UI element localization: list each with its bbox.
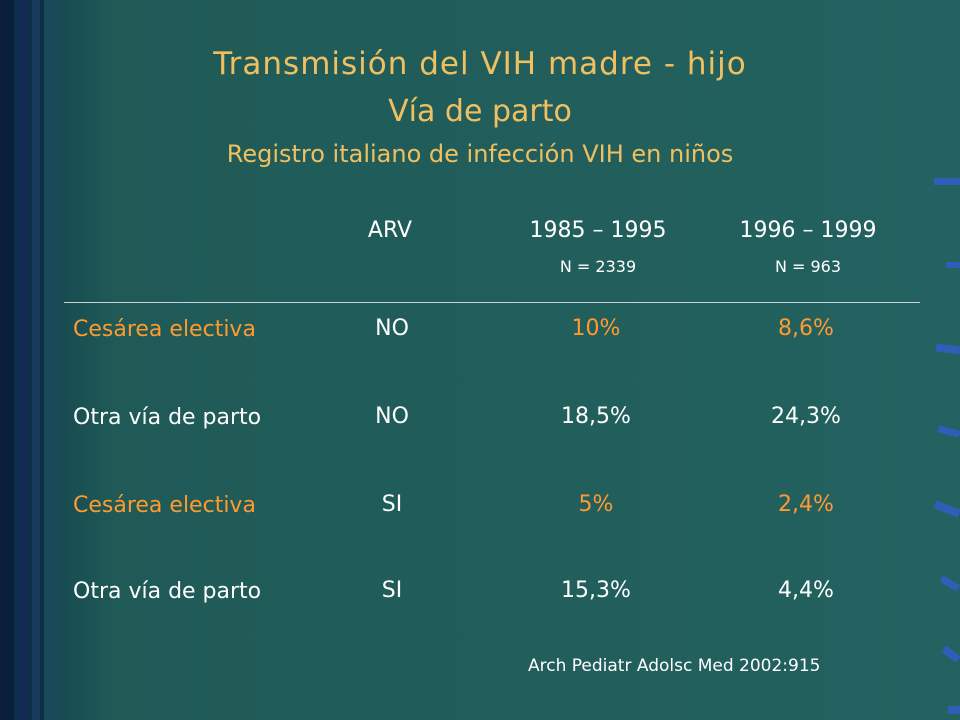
table-row-label: Otra vía de parto xyxy=(73,579,262,604)
table-cell-1996-1999: 4,4% xyxy=(778,578,834,603)
right-decorative-marks xyxy=(933,178,960,714)
left-decorative-stripes xyxy=(0,0,60,720)
table-cell-arv: NO xyxy=(375,404,409,429)
table-cell-1985-1995: 5% xyxy=(578,492,614,517)
slide-title-line2: Vía de parto xyxy=(388,94,572,129)
header-period2-n: N = 963 xyxy=(774,257,842,276)
table-cell-1996-1999: 2,4% xyxy=(778,492,834,517)
table-cell-arv: SI xyxy=(381,492,403,517)
table-cell-1996-1999: 24,3% xyxy=(771,404,841,429)
table-cell-1985-1995: 10% xyxy=(571,316,621,341)
table-cell-1996-1999: 8,6% xyxy=(778,316,834,341)
header-arv: ARV xyxy=(340,218,440,243)
header-period1-label: 1985 – 1995 xyxy=(529,218,667,243)
header-period2-label: 1996 – 1999 xyxy=(739,218,877,243)
table-cell-1985-1995: 15,3% xyxy=(561,578,631,603)
table-row-label: Cesárea electiva xyxy=(73,317,256,342)
table-cell-arv: NO xyxy=(375,316,409,341)
table-cell-arv: SI xyxy=(381,578,403,603)
header-period-1996-1999: 1996 – 1999 N = 963 xyxy=(708,218,908,276)
header-period1-n: N = 2339 xyxy=(559,257,637,276)
citation: Arch Pediatr Adolsc Med 2002:915 xyxy=(528,656,821,676)
slide-subtitle: Registro italiano de infección VIH en ni… xyxy=(226,140,734,168)
table-cell-1985-1995: 18,5% xyxy=(561,404,631,429)
table-row-label: Otra vía de parto xyxy=(73,405,262,430)
table-row-label: Cesárea electiva xyxy=(73,493,256,518)
slide-title: Transmisión del VIH madre - hijo xyxy=(213,46,747,82)
header-arv-label: ARV xyxy=(367,218,413,243)
header-period-1985-1995: 1985 – 1995 N = 2339 xyxy=(498,218,698,276)
table-header-divider xyxy=(64,302,920,303)
